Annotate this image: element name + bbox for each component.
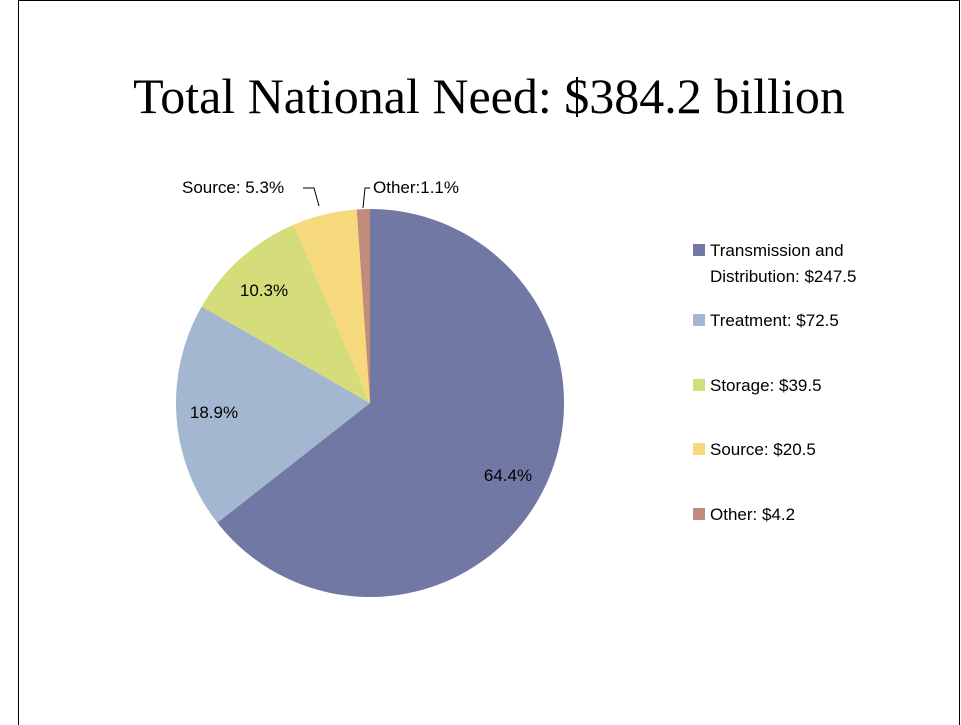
data-label: Other:1.1% bbox=[373, 178, 459, 197]
pie-slice-storage bbox=[201, 224, 370, 403]
legend-swatch bbox=[693, 508, 705, 520]
legend-label: Source: $20.5 bbox=[710, 440, 816, 459]
legend-swatch bbox=[693, 314, 705, 326]
leader-line bbox=[303, 187, 320, 207]
slide: Total National Need: $384.2 billion bbox=[18, 0, 960, 725]
legend-label: Treatment: $72.5 bbox=[710, 311, 839, 330]
legend-label: Transmission and bbox=[710, 241, 844, 260]
pie-slice-transmission-and-distribution bbox=[217, 209, 564, 598]
leader-line bbox=[362, 187, 370, 209]
legend-label: Other: $4.2 bbox=[710, 505, 795, 524]
data-label: 10.3% bbox=[240, 281, 288, 300]
legend-label: Distribution: $247.5 bbox=[710, 267, 856, 286]
legend-swatch bbox=[693, 244, 705, 256]
pie-slice-treatment bbox=[176, 306, 370, 523]
data-label: Source: 5.3% bbox=[182, 178, 284, 197]
pie-slice-other bbox=[356, 209, 370, 403]
legend-swatch bbox=[693, 443, 705, 455]
data-label: 18.9% bbox=[190, 403, 238, 422]
legend-label: Storage: $39.5 bbox=[710, 376, 822, 395]
pie-slice-source bbox=[293, 209, 370, 403]
data-label: 64.4% bbox=[484, 466, 532, 485]
chart-title: Total National Need: $384.2 billion bbox=[133, 68, 845, 124]
legend-swatch bbox=[693, 379, 705, 391]
